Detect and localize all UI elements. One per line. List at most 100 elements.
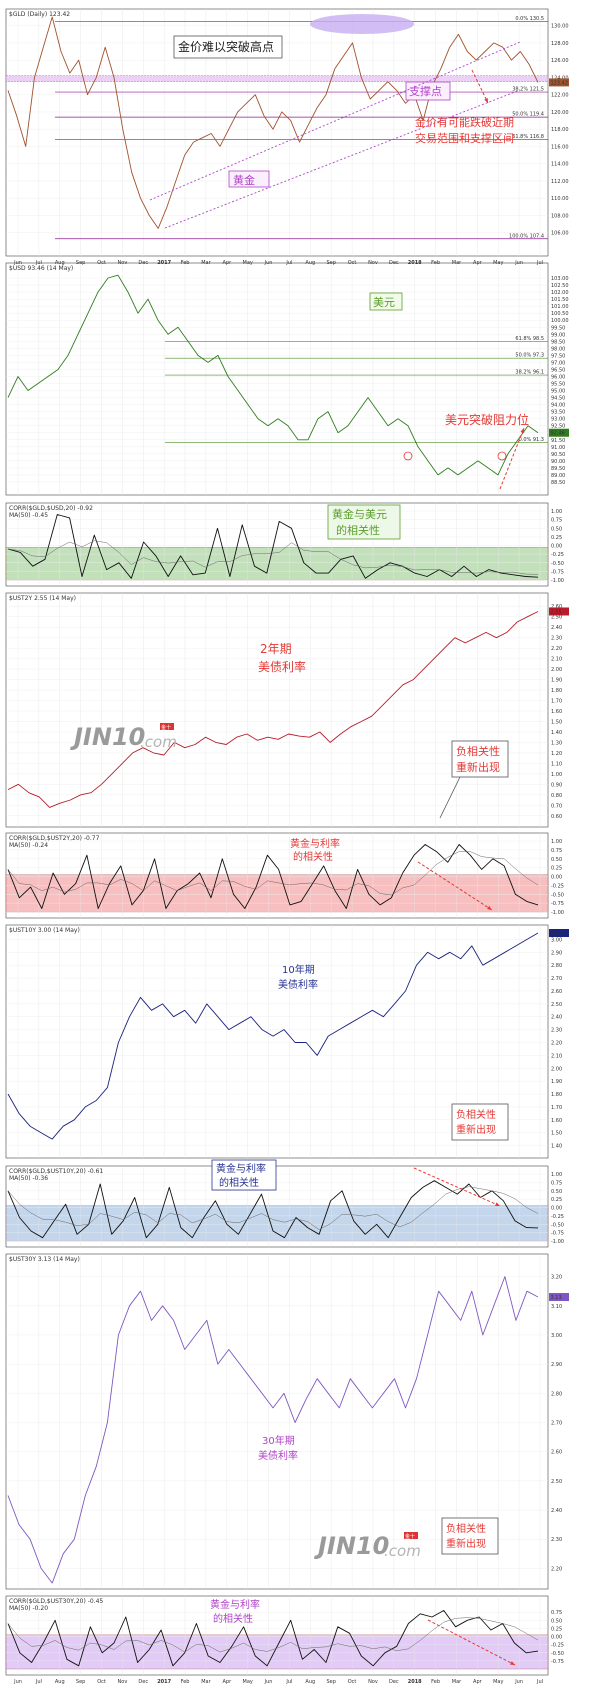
series-line-ust30y — [7, 1276, 539, 1584]
watermark-suffix: .com — [140, 733, 177, 751]
annotation-text: 负相关性 — [446, 1522, 486, 1535]
y-tick-label: 2.60 — [551, 1450, 562, 1456]
y-tick-label: -0.50 — [551, 892, 564, 898]
y-tick-label: 0.60 — [551, 814, 562, 820]
y-tick-label: 2.50 — [551, 1002, 562, 1008]
y-tick-label: 128.00 — [551, 41, 569, 47]
y-tick-label: -0.25 — [551, 883, 564, 889]
x-axis-label: Dec — [138, 1679, 148, 1685]
annotation-text: 的相关性 — [213, 1612, 253, 1625]
annotation-text: 美元突破阻力位 — [445, 412, 529, 427]
marker-circle — [497, 451, 507, 461]
x-axis-label: Jun — [13, 260, 22, 266]
resistance-label: 0.0% 91.3 — [519, 437, 544, 443]
y-tick-label: 1.50 — [551, 719, 562, 725]
x-axis-label: Oct — [97, 260, 106, 266]
y-tick-label: 2.80 — [551, 1391, 562, 1397]
arrow — [471, 69, 489, 104]
moving-average-line — [7, 540, 539, 575]
x-axis-label: May — [243, 260, 253, 266]
x-axis-label: 2017 — [157, 260, 171, 266]
y-tick-label: -0.25 — [551, 552, 564, 558]
x-axis-label: Jul — [536, 1679, 543, 1685]
annotation-text: 黄金 — [233, 173, 255, 187]
y-tick-label: 0.25 — [551, 1626, 562, 1632]
last-value-tag — [549, 428, 569, 437]
y-tick-label: 1.40 — [551, 1144, 562, 1150]
annotation-text: 黄金与利率 — [210, 1598, 260, 1611]
x-axis-label: Aug — [55, 260, 65, 266]
last-value-tag — [549, 78, 569, 87]
y-tick-label: 1.00 — [551, 509, 562, 515]
correlation-band — [5, 874, 549, 913]
annotation-text: 支撑点 — [409, 84, 442, 98]
y-tick-label: 2.20 — [551, 646, 562, 652]
annotation-box — [451, 740, 509, 778]
y-tick-label: -1.00 — [551, 578, 564, 584]
last-value-label: 3.00 — [551, 931, 562, 937]
y-tick-label: 101.00 — [551, 304, 569, 310]
y-tick-label: 1.50 — [551, 1131, 562, 1137]
y-tick-label: -0.75 — [551, 1231, 564, 1237]
y-tick-label: 126.00 — [551, 58, 569, 64]
y-tick-label: 1.70 — [551, 1105, 562, 1111]
x-axis-label: Mar — [452, 1679, 462, 1685]
x-axis-label: Sep — [326, 260, 335, 266]
x-axis-label: Jul — [285, 260, 292, 266]
y-tick-label: 91.00 — [551, 445, 565, 451]
y-tick-label: 1.00 — [551, 839, 562, 845]
x-axis-label: May — [493, 1679, 503, 1685]
x-axis-label: Feb — [431, 260, 440, 266]
y-tick-label: 3.00 — [551, 937, 562, 943]
annotation-text: 30年期 — [262, 1434, 295, 1447]
x-axis-label: Mar — [201, 1679, 211, 1685]
arrow — [427, 1619, 516, 1666]
y-tick-label: 1.10 — [551, 761, 562, 767]
last-value-tag — [549, 929, 569, 937]
y-tick-label: 2.30 — [551, 636, 562, 642]
panel-corr_gld_ust2y: 1.00 0.75 0.50 0.25 0.00 -0.25 -0.50 -0.75 -1.00… — [5, 832, 564, 919]
x-axis-label: 2017 — [157, 1679, 171, 1685]
y-tick-label: 0.75 — [551, 848, 562, 854]
x-axis-label: Jul — [35, 260, 42, 266]
y-tick-label: 99.00 — [551, 332, 565, 338]
y-tick-label: 89.50 — [551, 466, 565, 472]
callout-line — [439, 776, 461, 819]
x-axis-label: Feb — [431, 1679, 440, 1685]
annotation-text: 的相关性 — [219, 1176, 259, 1189]
x-axis-label: Sep — [76, 1679, 85, 1685]
y-tick-label: 94.50 — [551, 396, 565, 402]
fibonacci-label: 38.2% 121.5 — [512, 87, 544, 93]
y-tick-label: 1.70 — [551, 699, 562, 705]
x-axis-label: Nov — [118, 260, 128, 266]
watermark-tag: 金十 — [405, 1533, 415, 1540]
y-tick-label: 120.00 — [551, 110, 569, 116]
y-tick-label: 108.00 — [551, 213, 569, 219]
x-axis-label: Jul — [35, 1679, 42, 1685]
arrow-head — [484, 98, 488, 103]
annotation-text: 负相关性 — [456, 744, 500, 758]
support-zone — [5, 75, 549, 82]
y-tick-label: 1.60 — [551, 1118, 562, 1124]
y-tick-label: -1.00 — [551, 1239, 564, 1245]
y-tick-label: 1.40 — [551, 730, 562, 736]
y-tick-label: -0.50 — [551, 1222, 564, 1228]
y-tick-label: 0.75 — [551, 1610, 562, 1616]
x-axis-label: Nov — [368, 260, 378, 266]
x-axis-label: Feb — [181, 1679, 190, 1685]
y-tick-label: 2.40 — [551, 1508, 562, 1514]
arrow-head — [520, 428, 525, 433]
y-tick-label: 93.00 — [551, 417, 565, 423]
series-line-ust2y — [7, 611, 539, 808]
fibonacci-label: 61.8% 116.8 — [512, 134, 544, 140]
x-axis-label: May — [493, 260, 503, 266]
x-axis-label: Jun — [264, 1679, 273, 1685]
y-tick-label: 0.25 — [551, 535, 562, 541]
panel-header: CORR($GLD,$UST30Y,20) -0.45 — [9, 1598, 103, 1605]
y-tick-label: 2.60 — [551, 989, 562, 995]
y-tick-label: 124.00 — [551, 75, 569, 81]
arrow-head — [495, 1202, 500, 1206]
fibonacci-label: 100.0% 107.4 — [509, 233, 544, 239]
annotation-text: 金价难以突破高点 — [178, 39, 274, 54]
y-tick-label: 2.40 — [551, 625, 562, 631]
